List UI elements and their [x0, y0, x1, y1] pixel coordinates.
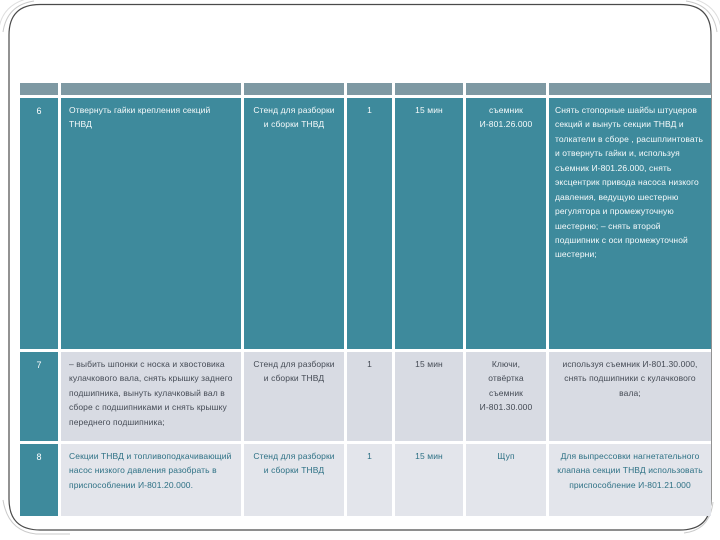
strip-cell-operation: [61, 83, 241, 95]
strip-cell-tools: [466, 83, 546, 95]
operation-cell: Секции ТНВД и топливоподкачивающий насос…: [61, 444, 241, 516]
count-cell: 1: [347, 444, 392, 516]
count-cell: 1: [347, 98, 392, 349]
operation-cell: Отвернуть гайки крепления секций ТНВД: [61, 98, 241, 349]
time-cell: 15 мин: [395, 98, 463, 349]
sketch-arc-top-right: [685, 0, 718, 33]
tools-cell: съемник И-801.26.000: [466, 98, 546, 349]
count-cell: 1: [347, 352, 392, 441]
disassembly-operations-table: 6 Отвернуть гайки крепления секций ТНВД …: [20, 83, 711, 516]
operation-cell: – выбить шпонки с носка и хвостовика кул…: [61, 352, 241, 441]
strip-cell-equipment: [244, 83, 344, 95]
sketch-arc-top-left: [2, 0, 35, 33]
equipment-cell: Стенд для разборки и сборки ТНВД: [244, 98, 344, 349]
notes-cell: Для выпрессовки нагнетательного клапана …: [549, 444, 711, 516]
time-cell: 15 мин: [395, 444, 463, 516]
tools-cell: Щуп: [466, 444, 546, 516]
notes-cell: Снять стопорные шайбы штуцеров секций и …: [549, 98, 711, 349]
equipment-cell: Стенд для разборки и сборки ТНВД: [244, 352, 344, 441]
strip-cell-time: [395, 83, 463, 95]
strip-cell-notes: [549, 83, 711, 95]
row-number: 7: [20, 352, 58, 441]
tools-cell: Ключи, отвёртка съемник И-801.30.000: [466, 352, 546, 441]
sketch-arc-top-right-2: [695, 0, 720, 26]
equipment-cell: Стенд для разборки и сборки ТНВД: [244, 444, 344, 516]
row-number: 6: [20, 98, 58, 349]
row-number: 8: [20, 444, 58, 516]
strip-cell-num: [20, 83, 58, 95]
sketch-arc-top-left-2: [0, 0, 25, 26]
notes-cell: используя съемник И-801.30.000, снять по…: [549, 352, 711, 441]
time-cell: 15 мин: [395, 352, 463, 441]
strip-cell-count: [347, 83, 392, 95]
